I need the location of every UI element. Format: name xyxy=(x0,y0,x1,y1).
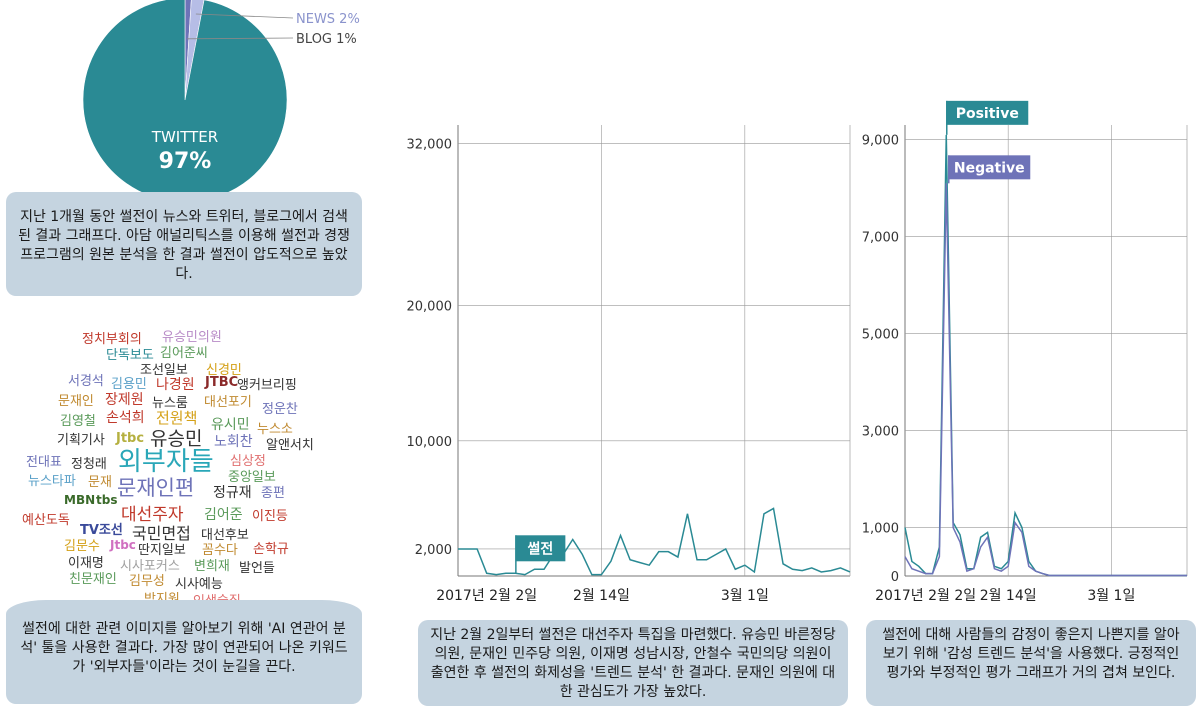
cloud-word: 김문수 xyxy=(64,539,100,554)
legend-label-negative: Negative xyxy=(954,160,1025,176)
cloud-word: 조선일보 xyxy=(140,363,188,378)
cloud-word: 김영철 xyxy=(60,414,96,429)
negative-series-line xyxy=(904,183,1187,577)
pie-label-twitter: TWITTER xyxy=(151,128,218,146)
y-tick-label: 7,000 xyxy=(862,231,899,246)
trend-caption: 지난 2월 2일부터 썰전은 대선주자 특집을 마련했다. 유승민 바른정당 의… xyxy=(418,620,848,706)
cloud-word: 유시민 xyxy=(211,417,250,433)
cloud-word: 중앙일보 xyxy=(228,470,276,485)
cloud-word: 대선주자 xyxy=(121,505,184,525)
cloud-word: 국민면접 xyxy=(132,524,191,543)
cloud-word: 손학규 xyxy=(253,542,289,557)
cloud-word: 정청래 xyxy=(71,457,107,472)
cloud-word: 김용민 xyxy=(111,377,147,392)
cloud-word: 예산도독 xyxy=(22,513,70,528)
cloud-word: 전대표 xyxy=(26,455,62,470)
cloud-word: 대선후보 xyxy=(201,528,249,543)
y-tick-label: 2,000 xyxy=(415,543,452,558)
pie-label-blog: BLOG 1% xyxy=(296,32,357,47)
cloud-word: 김어준씨 xyxy=(160,346,208,361)
cloud-word: 정규재 xyxy=(213,485,252,501)
trend-chart: 2,000 10,000 20,000 32,000 2017년 2월 2일 2월 14일… xyxy=(407,125,851,604)
cloud-word: 문재인편 xyxy=(117,476,195,500)
cloud-word: 기획기사 xyxy=(57,433,105,448)
cloud-word: 누스소 xyxy=(257,422,293,437)
x-tick-label: 2017년 2월 2일 xyxy=(875,588,976,604)
cloud-word: 친문재인 xyxy=(69,572,117,587)
cloud-word: 김어준 xyxy=(204,507,243,523)
cloud-word: 종편 xyxy=(261,486,285,501)
cloud-word: 시사포커스 xyxy=(120,559,180,574)
cloud-word: 이진등 xyxy=(252,509,288,524)
pie-value-twitter: 97% xyxy=(159,149,212,174)
pie-caption: 지난 1개월 동안 썰전이 뉴스와 트위터, 블로그에서 검색된 결과 그래프다… xyxy=(6,192,362,296)
cloud-word: 앵커브리핑 xyxy=(237,378,297,393)
cloud-word: 이재명 xyxy=(68,556,104,571)
cloud-word: 외부자들 xyxy=(118,447,214,477)
news-leader-line xyxy=(195,13,294,19)
cloud-word: Jtbc xyxy=(110,538,136,552)
y-tick-label: 1,000 xyxy=(862,522,899,537)
cloud-word: 꼼수다 xyxy=(202,543,238,558)
cloud-word: 대선포기 xyxy=(204,395,252,410)
cloud-word: 딴지일보 xyxy=(138,543,186,558)
cloud-word: 문재 xyxy=(88,475,112,490)
x-tick-label: 2017년 2월 2일 xyxy=(436,588,537,604)
cloud-word: 시사예능 xyxy=(175,577,223,592)
y-tick-label: 5,000 xyxy=(862,328,899,343)
x-tick-label: 2월 14일 xyxy=(980,588,1037,604)
cloud-word: 정치부회의 xyxy=(82,332,142,347)
cloud-word: 전원책 xyxy=(156,409,198,427)
y-tick-label: 10,000 xyxy=(407,435,453,450)
cloud-word: 변희재 xyxy=(194,559,230,574)
y-tick-label: 9,000 xyxy=(862,134,899,149)
legend-flag-positive xyxy=(946,100,1029,125)
cloud-word: 장제원 xyxy=(105,392,144,408)
cloud-word: Jtbc xyxy=(116,431,145,446)
x-tick-label: 2월 14일 xyxy=(573,588,630,604)
cloud-word: 나경원 xyxy=(156,377,195,393)
cloud-word: 문재인 xyxy=(58,394,94,409)
y-tick-label: 0 xyxy=(891,570,899,585)
x-tick-label: 3월 1일 xyxy=(1087,588,1135,604)
y-tick-label: 32,000 xyxy=(407,138,453,153)
sentiment-caption: 썰전에 대해 사람들의 감정이 좋은지 나쁜지를 알아보기 위해 '감성 트렌드… xyxy=(866,620,1196,706)
cloud-word: 서경석 xyxy=(68,374,104,389)
cloud-word: 김무성 xyxy=(129,574,165,589)
cloud-word: 유승민 xyxy=(150,428,203,450)
pie-slice-blog xyxy=(184,0,192,101)
x-tick-label: 3월 1일 xyxy=(721,588,769,604)
cloud-word: 손석희 xyxy=(106,410,145,426)
annotation-label: 썰전 xyxy=(527,540,553,557)
cloud-word: 신경민 xyxy=(206,363,242,378)
annotation-flag xyxy=(515,535,566,562)
cloud-word: tbs xyxy=(96,493,118,507)
blog-leader-line xyxy=(186,37,294,40)
y-tick-label: 3,000 xyxy=(862,425,899,440)
cloud-word: JTBC xyxy=(205,375,239,390)
cloud-word: 발언들 xyxy=(239,561,275,576)
y-tick-label: 20,000 xyxy=(407,300,453,315)
cloud-word: TV조선 xyxy=(80,523,123,538)
legend-flag-negative xyxy=(948,155,1031,180)
cloud-word: 노회찬 xyxy=(214,434,253,450)
cloud-word: 단독보도 xyxy=(106,348,154,363)
cloud-word: 뉴스룸 xyxy=(152,396,188,411)
pie-label-news: NEWS 2% xyxy=(296,12,360,27)
cloud-word: 뉴스타파 xyxy=(28,474,76,489)
cloud-word: 유승민의원 xyxy=(162,330,222,345)
pie-chart: NEWS 2% BLOG 1% TWITTER 97% xyxy=(82,0,360,203)
cloud-word: 정운찬 xyxy=(262,402,298,417)
trend-series-line xyxy=(458,507,851,576)
cloud-caption: 썰전에 대한 관련 이미지를 알아보기 위해 'AI 연관어 분석' 툴을 사용… xyxy=(6,600,362,704)
sentiment-chart: 0 1,000 3,000 5,000 7,000 9,000 2017년 2월 2일 2월 … xyxy=(862,100,1188,604)
cloud-word: 심상정 xyxy=(230,454,266,469)
legend-label-positive: Positive xyxy=(956,106,1019,122)
pie-slice-news xyxy=(184,0,205,101)
cloud-word: 알앤서치 xyxy=(266,438,314,453)
cloud-word: MBN xyxy=(64,493,96,507)
